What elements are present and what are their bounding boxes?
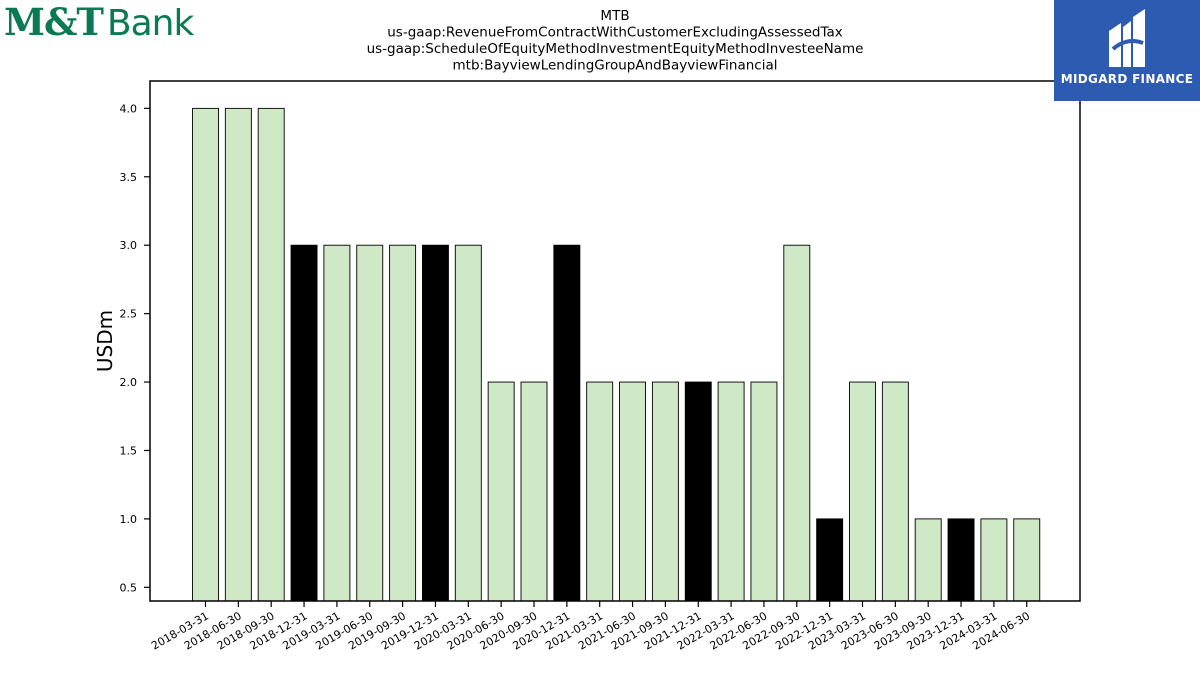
bar (454, 244, 482, 602)
bar (684, 381, 712, 602)
y-tick-label: 3.5 (120, 171, 138, 184)
bar (257, 107, 285, 602)
chart-title-line: MTB (600, 8, 629, 24)
chart-title-line: us-gaap:RevenueFromContractWithCustomerE… (387, 25, 843, 41)
bar (192, 107, 219, 602)
bar (750, 381, 778, 602)
bar (881, 381, 909, 602)
y-axis: 0.5 1.0 1.5 2.0 2.5 3.0 3.5 4.0 (120, 102, 150, 594)
chart-title-line: mtb:BayviewLendingGroupAndBayviewFinanci… (453, 58, 778, 74)
mt-bank-logo: M&T Bank (4, 0, 194, 44)
bar (980, 518, 1008, 602)
y-axis-label: USDm (93, 310, 117, 372)
bar (224, 107, 252, 602)
bar (849, 381, 876, 602)
midgard-finance-logo: MIDGARD FINANCE (1054, 0, 1200, 101)
midgard-logo-text: MIDGARD FINANCE (1060, 72, 1194, 86)
chart-title: MTBus-gaap:RevenueFromContractWithCustom… (367, 8, 864, 74)
bar (290, 244, 318, 602)
bar (586, 381, 614, 602)
bar (323, 244, 351, 602)
bar (356, 244, 384, 602)
plot-frame (149, 80, 1081, 602)
midgard-emblem-icon (1109, 9, 1145, 67)
bar (1013, 518, 1041, 602)
bar (389, 244, 417, 602)
y-tick-label: 3.0 (120, 239, 138, 252)
bar (487, 381, 515, 602)
bar (651, 381, 679, 602)
mt-logo-word: Bank (106, 3, 194, 44)
x-axis: 2018-03-312018-06-302018-09-302018-12-31… (149, 601, 1032, 653)
bar (619, 381, 646, 602)
bar (947, 518, 975, 602)
bar (553, 244, 581, 602)
bar (914, 518, 942, 602)
bar (816, 518, 844, 602)
bar (783, 244, 811, 602)
y-tick-label: 4.0 (120, 102, 138, 115)
chart-title-line: us-gaap:ScheduleOfEquityMethodInvestment… (367, 41, 864, 57)
y-tick-label: 2.5 (120, 308, 138, 321)
y-tick-label: 1.5 (120, 444, 138, 457)
y-tick-label: 2.0 (120, 376, 138, 389)
bar (520, 381, 548, 602)
bar (717, 381, 745, 602)
y-tick-label: 0.5 (120, 581, 138, 594)
bar-series (192, 107, 1041, 602)
bar (422, 244, 449, 602)
mt-logo-mark: M&T (4, 0, 104, 44)
y-tick-label: 1.0 (120, 513, 138, 526)
